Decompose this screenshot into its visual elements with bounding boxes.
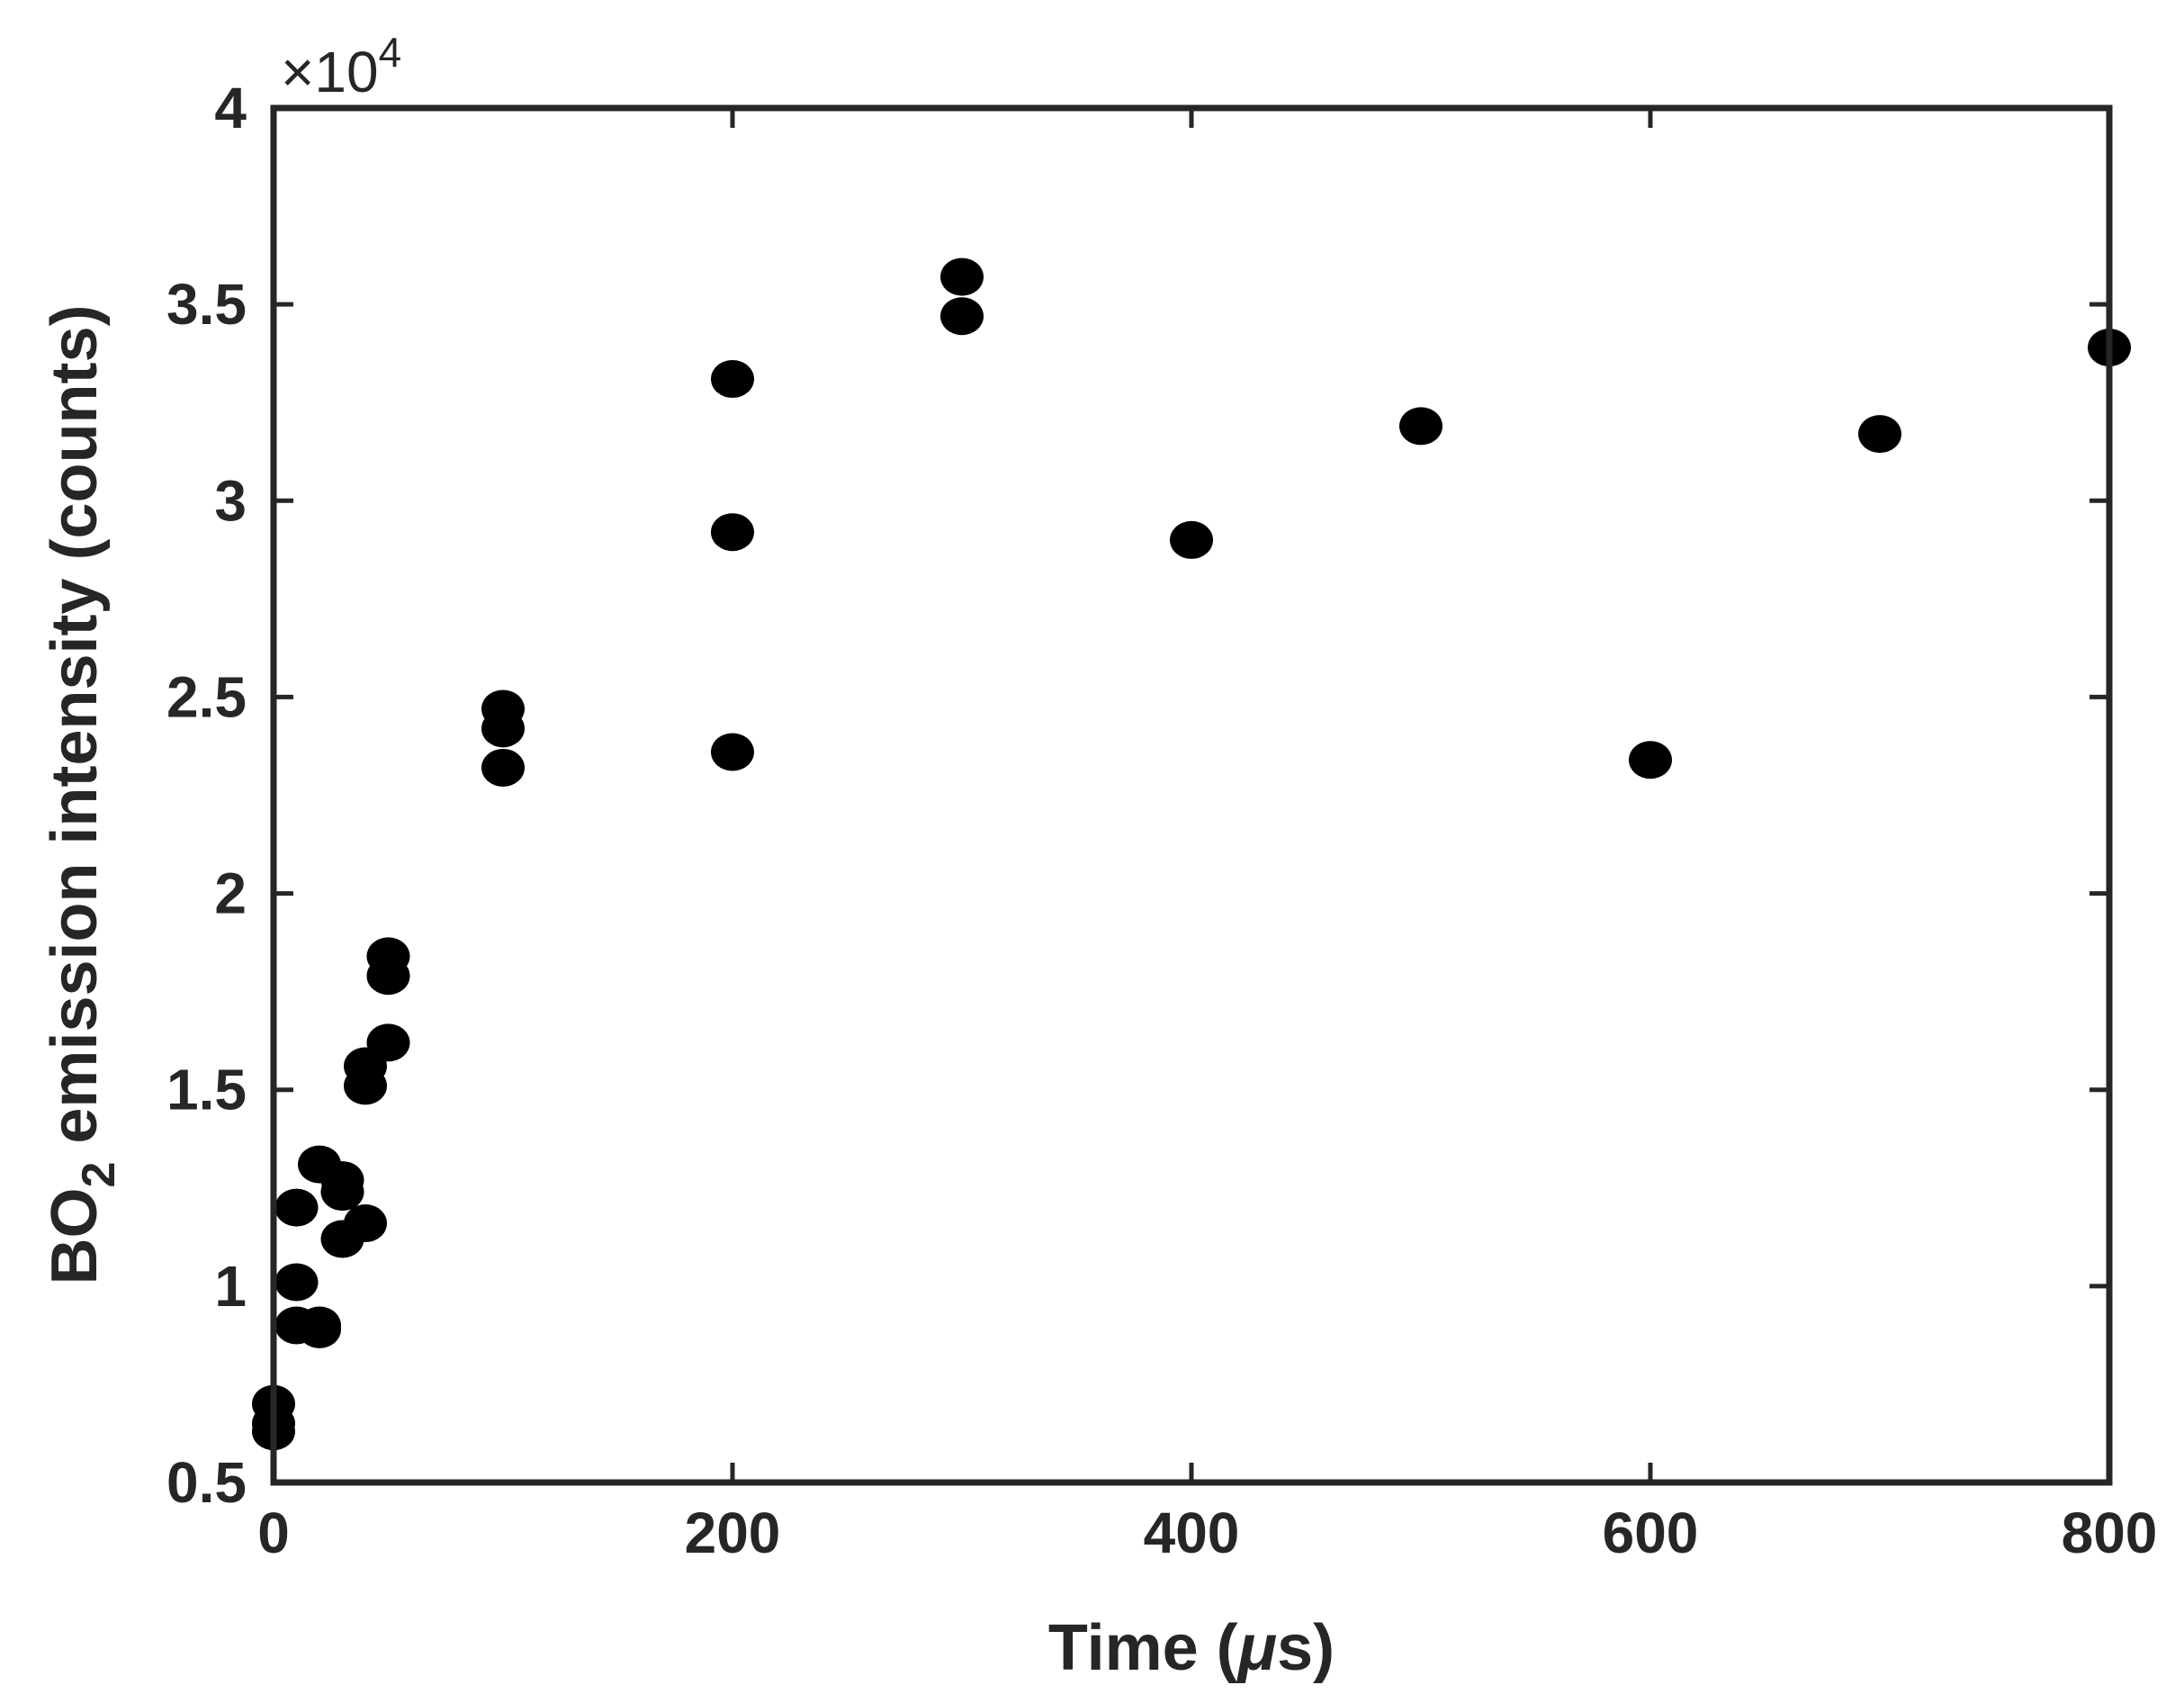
y-tick-label: 2.5: [166, 664, 247, 729]
data-point: [320, 1173, 364, 1212]
x-tick-label: 200: [685, 1500, 781, 1565]
data-point: [298, 1310, 341, 1348]
data-point: [481, 709, 525, 748]
data-point: [366, 957, 410, 996]
y-tick-label: 3.5: [166, 272, 247, 337]
data-point: [481, 748, 525, 787]
y-tick-label: 3: [214, 468, 247, 533]
data-point: [1399, 407, 1443, 446]
data-point: [711, 733, 754, 771]
data-point: [344, 1204, 387, 1243]
data-point: [274, 1188, 319, 1227]
y-tick-label: 1: [214, 1254, 247, 1319]
y-tick-label: 2: [214, 861, 247, 926]
x-axis-label: Time (μs): [1048, 1612, 1335, 1684]
y-tick-label: 0.5: [166, 1450, 247, 1515]
tick-labels: 0 200 400 600 800 0.5 1 1.5 2 2.5 3 3.5 4: [166, 76, 2157, 1565]
y-axis-label: BO2 emission intensity (counts): [39, 304, 125, 1284]
data-point: [940, 257, 984, 296]
data-point: [366, 1023, 410, 1062]
plot-area-frame: [270, 104, 2113, 1486]
data-point: [940, 297, 984, 336]
y-exponent-label: ×104: [281, 29, 401, 104]
data-points: [252, 257, 2131, 1451]
tick-marks: [271, 105, 2112, 1485]
y-tick-label: 4: [214, 76, 247, 140]
data-point: [1170, 520, 1213, 559]
data-point: [711, 513, 754, 552]
data-point: [711, 360, 754, 399]
data-point: [274, 1263, 319, 1302]
data-point: [1858, 415, 1901, 454]
data-point: [344, 1067, 387, 1105]
x-tick-label: 400: [1144, 1500, 1240, 1565]
x-tick-label: 600: [1603, 1500, 1699, 1565]
x-tick-label: 800: [2062, 1500, 2158, 1565]
x-tick-label: 0: [257, 1500, 290, 1565]
y-tick-label: 1.5: [166, 1058, 247, 1122]
data-point: [1629, 741, 1672, 779]
